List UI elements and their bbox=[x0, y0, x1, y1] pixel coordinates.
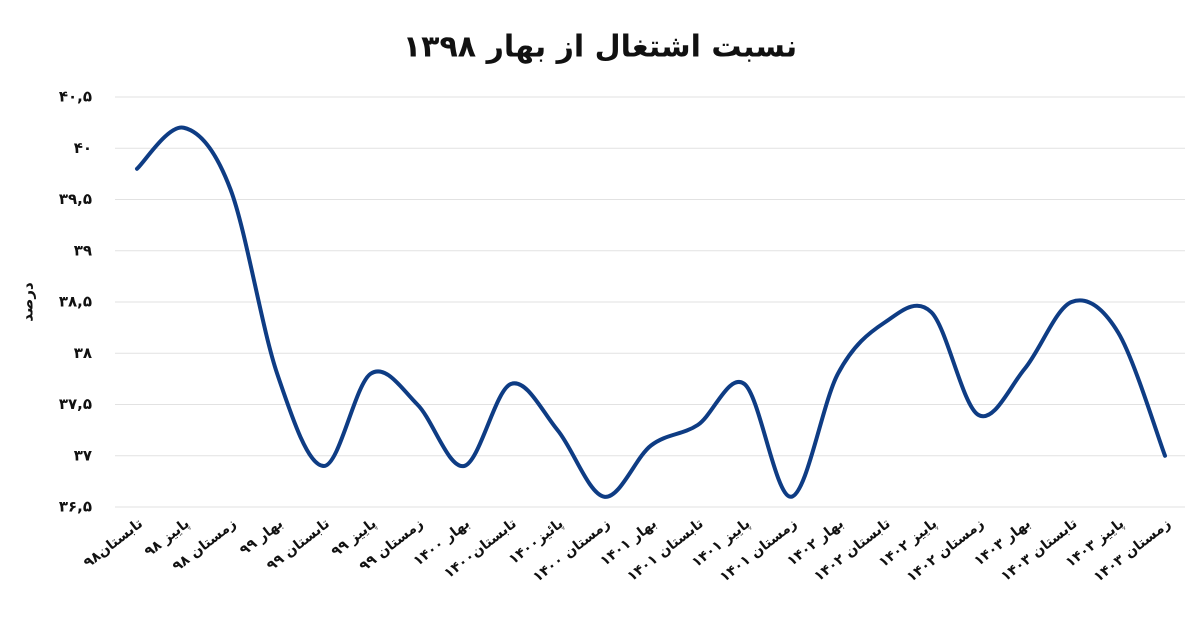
y-tick-label: ۴۰,۵ bbox=[59, 88, 92, 106]
y-tick-label: ۳۹ bbox=[74, 241, 92, 259]
y-tick-label: ۴۰ bbox=[74, 139, 92, 157]
y-tick-label: ۳۸,۵ bbox=[59, 293, 92, 311]
y-tick-label: ۳۷,۵ bbox=[59, 395, 92, 413]
y-tick-label: ۳۹,۵ bbox=[59, 190, 92, 208]
y-tick-label: ۳۶,۵ bbox=[59, 498, 92, 516]
line bbox=[135, 125, 1167, 499]
x-tick-label: تابستان۹۸ bbox=[81, 516, 146, 572]
y-tick-label: ۳۷ bbox=[74, 446, 92, 464]
y-tick-label: ۳۸ bbox=[74, 344, 92, 362]
chart-title: نسبت اشتغال از بهار ۱۳۹۸ bbox=[403, 30, 797, 65]
y-axis-label: درصد bbox=[19, 282, 37, 322]
